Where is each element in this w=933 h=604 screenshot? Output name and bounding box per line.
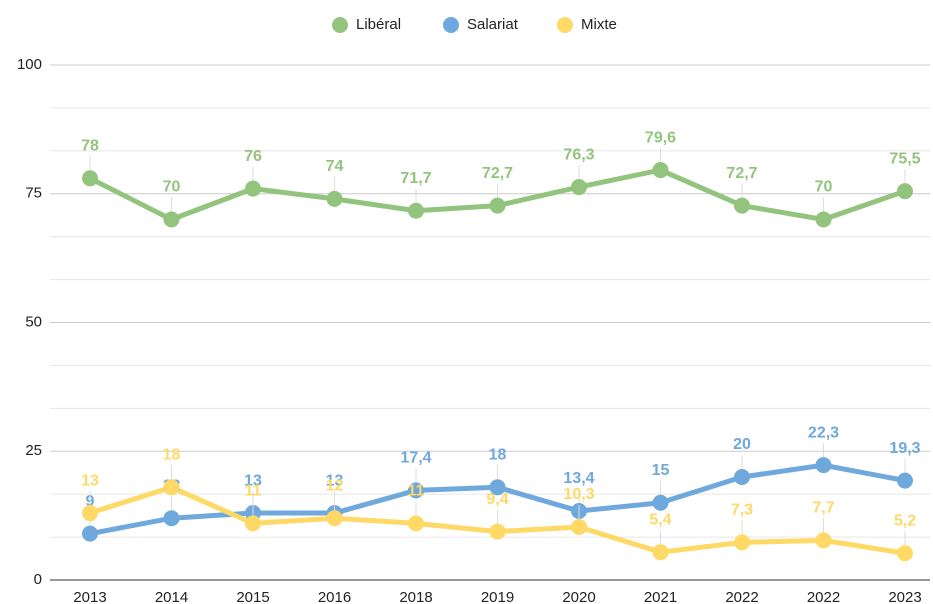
point (734, 534, 750, 551)
point (408, 202, 424, 219)
point (815, 211, 832, 228)
point (897, 472, 913, 489)
point (408, 482, 424, 499)
point (163, 479, 180, 496)
data-label: 15 (652, 462, 670, 479)
data-label: 20 (733, 436, 751, 453)
y-tick-label: 75 (25, 185, 42, 202)
point (815, 532, 832, 549)
data-label: 9,4 (486, 491, 508, 508)
data-label: 11 (408, 483, 425, 500)
data-label: 5,2 (894, 512, 916, 529)
point (652, 544, 669, 561)
point (408, 515, 424, 532)
data-label: 75,5 (889, 150, 920, 167)
data-label: 76 (244, 148, 262, 165)
x-tick-label: 2014 (155, 589, 188, 604)
data-label: 71,7 (400, 170, 431, 187)
x-tick-label: 2018 (399, 589, 432, 604)
point (326, 190, 343, 207)
x-tick-label: 2016 (318, 589, 351, 604)
data-label: 76,3 (563, 146, 594, 163)
data-label: 70 (163, 179, 181, 196)
point (734, 469, 750, 485)
point (489, 479, 506, 496)
data-label: 13 (244, 472, 262, 489)
data-label: 7,7 (812, 500, 834, 517)
data-label: 78 (81, 138, 99, 155)
x-tick-label: 2015 (236, 589, 269, 604)
y-tick-label: 0 (34, 571, 42, 588)
point (82, 170, 98, 187)
point (897, 545, 913, 562)
point (245, 180, 261, 197)
legend-label: Mixte (581, 16, 617, 33)
data-label: 18 (489, 447, 507, 464)
data-label: 11 (245, 483, 262, 500)
point (897, 183, 913, 200)
data-label: 13 (326, 472, 344, 489)
y-tick-label: 25 (25, 442, 42, 459)
data-label: 17,4 (400, 450, 431, 467)
point (571, 518, 587, 535)
data-label: 5,4 (649, 511, 671, 528)
data-label: 13,4 (563, 470, 594, 487)
point (652, 494, 669, 511)
y-tick-label: 100 (17, 56, 42, 73)
point (652, 162, 669, 179)
point (734, 197, 750, 214)
x-tick-label: 2013 (73, 589, 106, 604)
point (245, 515, 261, 532)
point (82, 505, 98, 522)
legend-swatch (332, 17, 348, 33)
legend-label: Salariat (467, 16, 519, 33)
point (489, 197, 506, 214)
data-label: 70 (815, 179, 833, 196)
data-label: 72,7 (726, 165, 757, 182)
y-tick-label: 50 (25, 313, 42, 330)
point (163, 510, 180, 527)
x-tick-label: 2023 (888, 589, 921, 604)
legend-swatch (557, 17, 573, 33)
point (326, 510, 343, 527)
point (163, 211, 180, 228)
x-tick-label: 2021 (644, 589, 677, 604)
x-tick-label: 2020 (562, 589, 595, 604)
point (489, 523, 506, 540)
data-label: 74 (326, 158, 344, 175)
data-label: 79,6 (645, 129, 676, 146)
data-label: 7,3 (731, 502, 753, 519)
legend-swatch (443, 17, 459, 33)
data-label: 22,3 (808, 424, 839, 441)
legend-label: Libéral (356, 16, 401, 33)
data-label: 72,7 (482, 165, 513, 182)
data-label: 19,3 (889, 440, 920, 457)
data-label: 12 (326, 477, 344, 494)
x-tick-label: 2019 (481, 589, 514, 604)
data-label: 18 (163, 447, 181, 464)
point (571, 179, 587, 196)
data-label: 10,3 (563, 486, 594, 503)
x-tick-label: 2022 (725, 589, 758, 604)
point (815, 457, 832, 474)
data-label: 13 (81, 472, 99, 489)
x-tick-label: 2022 (807, 589, 840, 604)
point (82, 525, 98, 542)
